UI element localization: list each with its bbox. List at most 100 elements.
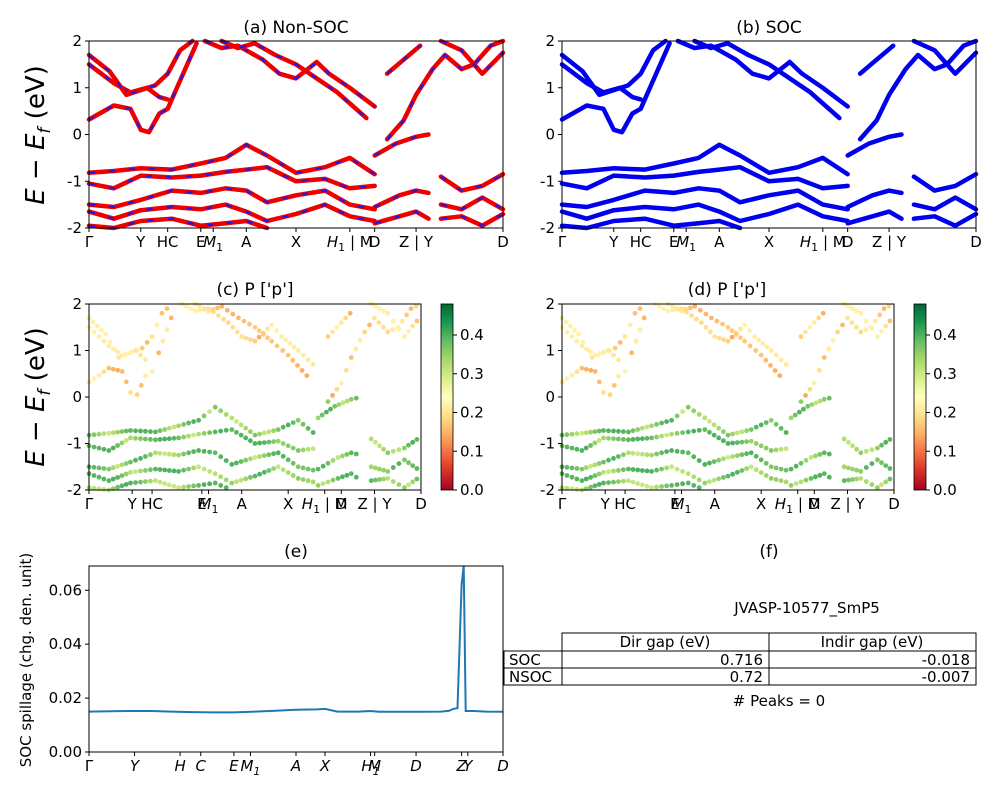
projection-point (569, 465, 575, 471)
y-tick-label: -2 (540, 481, 555, 499)
projection-point (353, 346, 359, 352)
projection-point (670, 303, 676, 309)
projection-point (783, 479, 789, 485)
colorbar-tick-label: 0.1 (933, 442, 957, 460)
projection-point (758, 470, 764, 475)
x-tick-label: A (710, 495, 721, 513)
projection-point (768, 417, 774, 423)
projection-point (840, 322, 845, 328)
nsoc-band-dash (88, 40, 194, 97)
projection-point (247, 321, 252, 327)
projection-point (639, 482, 645, 488)
projection-point (592, 429, 598, 434)
projection-point (606, 457, 611, 463)
projection-point (611, 428, 616, 434)
projection-point (886, 303, 892, 309)
projection-point (803, 393, 808, 398)
projection-point (576, 331, 581, 337)
projection-point (260, 331, 266, 337)
projection-point (153, 450, 158, 456)
x-tick-label: D (970, 233, 982, 251)
projection-point (295, 464, 301, 470)
projection-point (622, 369, 628, 374)
projection-point (181, 484, 187, 490)
projection-point (96, 465, 102, 471)
projection-point (101, 431, 107, 437)
projection-point (280, 467, 286, 473)
projection-point (91, 329, 97, 335)
projection-point (396, 447, 402, 453)
projection-point (381, 476, 386, 482)
x-tick-label: D (369, 233, 381, 251)
nsoc-band-dash (88, 63, 168, 101)
projection-point (664, 449, 669, 454)
projection-point (115, 463, 120, 469)
projection-point (133, 435, 138, 441)
projection-point (310, 430, 316, 435)
projection-point (230, 311, 236, 317)
gap-table: Dir gap (eV) Indir gap (eV) SOC 0.716 -0… (503, 632, 977, 686)
x-tick-label: Z | Y (872, 233, 907, 251)
projection-point (798, 479, 804, 485)
projection-point (627, 322, 633, 328)
projection-point (622, 334, 628, 339)
nsoc-band-line (86, 216, 270, 231)
projection-point (630, 479, 636, 485)
projection-point (280, 453, 286, 459)
panel-b-frame (561, 40, 977, 229)
projection-point (579, 448, 585, 453)
projection-point (685, 404, 691, 410)
projection-point (574, 369, 580, 375)
projection-point (206, 308, 211, 314)
projection-point (335, 476, 341, 481)
projection-point (846, 477, 851, 483)
projection-point (845, 315, 850, 321)
projection-point (611, 352, 616, 358)
projection-point (248, 475, 253, 480)
x-tick-label: Y (130, 757, 141, 775)
projection-point (143, 468, 148, 473)
projection-point (218, 474, 224, 480)
projection-point (101, 487, 107, 492)
projection-point (821, 355, 827, 360)
projection-point (680, 469, 685, 474)
projection-point (91, 473, 97, 478)
colorbar-gradient (440, 303, 454, 491)
projection-point (588, 443, 593, 448)
projection-point (390, 465, 396, 470)
projection-point (413, 303, 419, 309)
projection-point (721, 456, 726, 462)
projection-point (846, 439, 851, 445)
projection-point (659, 484, 664, 489)
projection-point (138, 352, 143, 358)
projection-point (168, 315, 174, 321)
projection-point (639, 436, 645, 442)
projection-point (402, 445, 407, 451)
projection-point (181, 451, 187, 457)
projection-point (744, 466, 749, 471)
projection-point (669, 483, 674, 488)
projection-point (747, 343, 753, 349)
y-tick-label: 0 (545, 126, 555, 144)
projection-point (621, 467, 626, 473)
projection-point (798, 334, 804, 339)
projection-point (734, 453, 740, 458)
projection-point (325, 334, 331, 339)
projection-point (300, 477, 306, 482)
projection-point (347, 310, 353, 316)
projection-point (633, 338, 639, 344)
projection-point (406, 460, 411, 466)
colorbar-tick-label: 0.1 (460, 442, 484, 460)
projection-point (680, 409, 685, 414)
projection-point (691, 454, 697, 460)
x-tick-label: Z | Y (358, 495, 393, 513)
projection-point (171, 435, 177, 441)
projection-point (725, 432, 731, 438)
projection-point (616, 357, 621, 363)
colorbar-tick-label: 0.0 (460, 481, 484, 499)
projection-point (212, 404, 218, 410)
projection-point (243, 476, 249, 482)
projection-point (119, 429, 125, 434)
projection-point (226, 320, 231, 325)
